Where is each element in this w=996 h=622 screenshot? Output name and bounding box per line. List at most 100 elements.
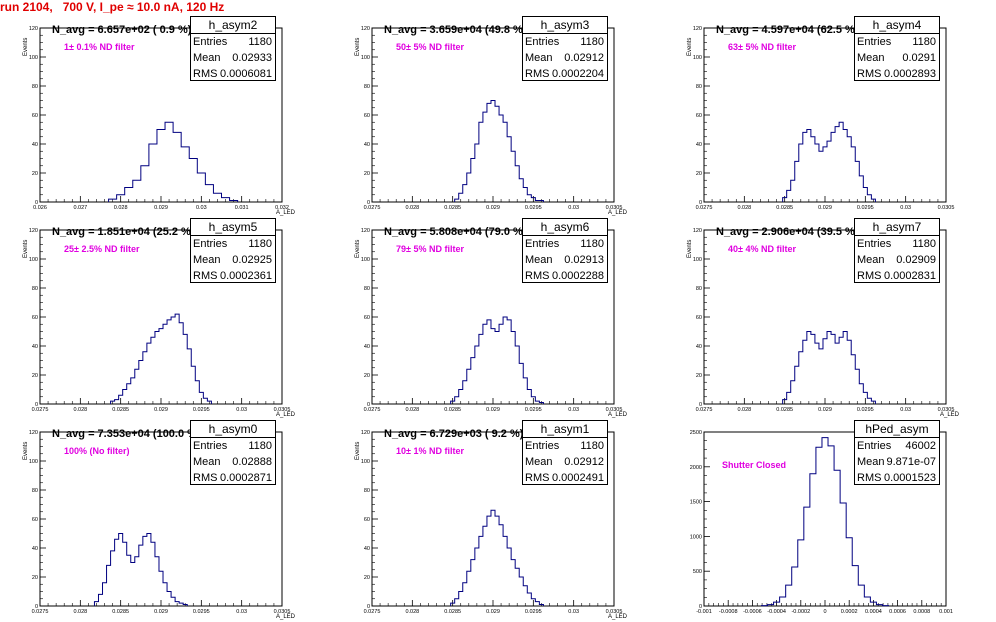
stats-label-rms: RMS — [193, 472, 218, 484]
histogram-bin — [515, 166, 519, 202]
histogram-bin — [515, 346, 519, 404]
stats-value-mean: 9.871e-07 — [886, 456, 936, 468]
x-tick-label: -0.0008 — [719, 609, 738, 615]
histogram-plot: 0 20 40 60 80 100 120 0.026 0.027 0.028 0.029 0.03 0… — [29, 26, 289, 211]
stats-value-mean: 0.0291 — [902, 52, 936, 64]
stats-row-rms: RMS 0.0002831 — [855, 268, 939, 284]
y-tick-label: 120 — [361, 228, 370, 234]
filter-label: 10± 1% ND filter — [396, 446, 464, 456]
histogram-line — [450, 509, 544, 606]
histogram-bin — [131, 563, 135, 607]
stats-label-entries: Entries — [193, 36, 228, 48]
x-tick-label: -0.0004 — [767, 609, 786, 615]
y-tick-label: 80 — [32, 84, 38, 90]
histogram-bin — [149, 144, 157, 202]
histogram-bin — [774, 602, 780, 606]
y-tick-label: 40 — [32, 344, 38, 350]
histogram-name: h_asym6 — [523, 219, 607, 236]
stats-value-entries: 46002 — [905, 440, 936, 452]
y-tick-label: 40 — [696, 142, 702, 148]
y-tick-label: 60 — [364, 517, 370, 523]
x-tick-label: -0.001 — [696, 609, 712, 615]
y-tick-label: 100 — [29, 55, 38, 61]
x-tick-label: 0.0295 — [525, 609, 542, 615]
x-tick-label: 0.0285 — [444, 407, 461, 413]
y-tick-label: 120 — [29, 430, 38, 436]
y-tick-label: 60 — [364, 113, 370, 119]
histogram-bin — [173, 132, 181, 202]
stats-label-mean: Mean — [857, 456, 885, 468]
stats-row-rms: RMS 0.0002288 — [523, 268, 607, 284]
histogram-bin — [535, 602, 539, 606]
histogram-bin — [94, 602, 98, 606]
histogram-line — [782, 331, 876, 404]
stats-row-entries: Entries 1180 — [523, 438, 607, 454]
histogram-bin — [199, 392, 203, 404]
x-tick-label: 0.03 — [568, 407, 579, 413]
histogram-line — [108, 121, 239, 202]
histogram-line — [450, 316, 544, 404]
stats-value-mean: 0.02912 — [564, 52, 604, 64]
x-tick-label: 0.0295 — [193, 407, 210, 413]
stats-row-entries: Entries 1180 — [855, 236, 939, 252]
histogram-bin — [479, 536, 483, 606]
histogram-bin — [807, 332, 811, 405]
histogram-bin — [157, 130, 165, 203]
x-tick-label: 0.029 — [818, 205, 832, 211]
stats-label-rms: RMS — [857, 68, 882, 80]
histogram-bin — [503, 122, 507, 202]
stats-label-mean: Mean — [857, 52, 885, 64]
n-avg-label: N_avg = 6.729e+03 ( 9.2 %) — [384, 428, 524, 440]
y-tick-label: 20 — [696, 373, 702, 379]
y-tick-label: 120 — [361, 430, 370, 436]
y-tick-label: 0 — [699, 604, 702, 610]
filter-label: Shutter Closed — [722, 460, 787, 470]
histogram-bin — [535, 401, 539, 404]
histogram-name: hPed_asym — [855, 421, 939, 438]
y-tick-label: 0 — [367, 200, 370, 206]
x-tick-label: 0.0305 — [606, 609, 623, 615]
y-tick-label: 80 — [696, 286, 702, 292]
histogram-bin — [803, 340, 807, 404]
histogram-bin — [840, 503, 846, 606]
x-tick-label: 0.028 — [405, 609, 419, 615]
stats-value-rms: 0.0006081 — [220, 68, 272, 80]
histogram-bin — [181, 147, 189, 202]
histogram-bin — [527, 593, 531, 606]
x-tick-label: 0.03 — [568, 205, 579, 211]
histogram-bin — [811, 137, 815, 202]
histogram-bin — [483, 112, 487, 202]
x-tick-label: 0.027 — [73, 205, 87, 211]
histogram-bin — [828, 446, 834, 606]
histogram-bin — [487, 320, 491, 404]
histogram-bin — [807, 130, 811, 203]
x-tick-label: 0.0285 — [444, 205, 461, 211]
y-tick-label: 40 — [32, 142, 38, 148]
stats-box: h_asym4 Entries 1180 Mean 0.0291 RMS 0.0002893 — [854, 16, 940, 81]
stats-label-entries: Entries — [193, 238, 228, 250]
stats-box: h_asym7 Entries 1180 Mean 0.02909 RMS 0.000283… — [854, 218, 940, 283]
histogram-bin — [127, 384, 131, 404]
y-tick-label: 0 — [367, 604, 370, 610]
y-tick-label: 20 — [32, 575, 38, 581]
x-tick-label: 0.0295 — [193, 609, 210, 615]
histogram-bin — [179, 323, 183, 404]
histogram-name: h_asym7 — [855, 219, 939, 236]
histogram-bin — [133, 180, 141, 202]
histogram-bin — [511, 560, 515, 606]
histogram-bin — [852, 566, 858, 606]
histogram-plot: 0 20 40 60 80 100 120 0.0275 0.028 0.0285 0.029 0.0… — [361, 26, 623, 211]
histogram-bin — [135, 557, 139, 606]
histogram-name: h_asym4 — [855, 17, 939, 34]
histogram-name: h_asym3 — [523, 17, 607, 34]
x-tick-label: 0.0285 — [776, 205, 793, 211]
y-axis-label: Events — [355, 441, 361, 460]
histogram-bin — [786, 585, 792, 606]
stats-label-mean: Mean — [525, 52, 553, 64]
histogram-bin — [213, 193, 221, 202]
stats-label-mean: Mean — [193, 456, 221, 468]
histogram-bin — [159, 329, 163, 404]
histogram-bin — [98, 594, 102, 606]
y-tick-label: 120 — [361, 26, 370, 32]
